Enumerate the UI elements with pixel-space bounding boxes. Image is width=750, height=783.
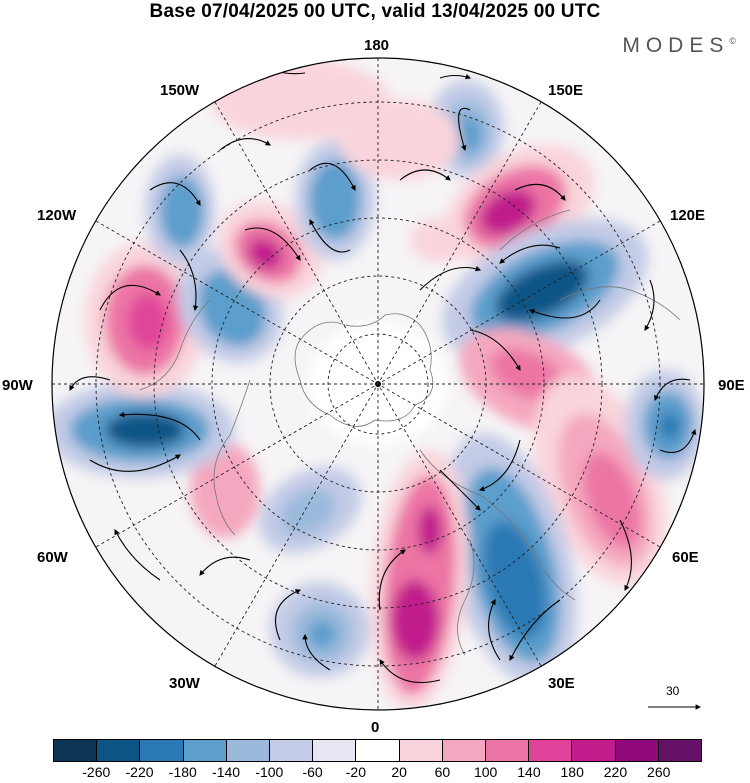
colorbar-swatch	[399, 740, 443, 761]
colorbar-tick-label: -60	[302, 764, 323, 780]
colorbar-tick-label: 260	[647, 764, 671, 780]
colorbar-tick-label: 220	[603, 764, 628, 780]
colorbar-swatch	[313, 740, 357, 761]
colorbar	[53, 739, 702, 762]
lon-label-0: 0	[371, 719, 380, 736]
meridians	[52, 58, 704, 710]
colorbar-swatch	[356, 740, 400, 761]
colorbar-tick-label: 140	[517, 764, 541, 780]
lon-label-120e: 120E	[670, 207, 706, 224]
colorbar-swatch	[183, 740, 227, 761]
lon-label-90w: 90W	[2, 377, 33, 394]
colorbar-swatch	[270, 740, 314, 761]
colorbar-tick-label: -20	[345, 764, 366, 780]
lon-label-150w: 150W	[160, 82, 200, 99]
lon-label-150e: 150E	[548, 82, 584, 99]
colorbar-swatch	[658, 740, 702, 761]
lon-label-60e: 60E	[672, 549, 699, 566]
colorbar-swatch	[442, 740, 487, 761]
lon-label-60w: 60W	[37, 549, 68, 566]
map-disk	[52, 58, 704, 710]
colorbar-swatch	[529, 740, 573, 761]
colorbar-tick-label: -220	[125, 764, 154, 780]
colorbar-tick-label: -180	[168, 764, 197, 780]
lon-label-90e: 90E	[718, 377, 745, 394]
map-boundary	[51, 57, 705, 711]
copyright-mark: ©	[729, 36, 736, 46]
coastlines	[139, 209, 681, 656]
colorbar-swatch	[486, 740, 530, 761]
modes-logo-text: MODES	[622, 34, 730, 57]
colorbar-swatch	[572, 740, 616, 761]
lon-label-30w: 30W	[169, 675, 200, 692]
colorbar-tick-label: -260	[82, 764, 111, 780]
reference-vector-label: 30	[666, 684, 680, 698]
colorbar-swatch	[54, 740, 98, 761]
colorbar-swatch	[615, 740, 659, 761]
colorbar-tick-label: 180	[560, 764, 584, 780]
map-title: Base 07/04/2025 00 UTC, valid 13/04/2025…	[149, 1, 601, 22]
colorbar-swatch	[97, 740, 141, 761]
colorbar-tick-label: 60	[434, 764, 451, 780]
anomaly-pos	[190, 442, 260, 538]
lon-label-120w: 120W	[37, 207, 77, 224]
colorbar-swatch	[140, 740, 184, 761]
colorbar-swatch	[226, 740, 271, 761]
lon-label-30e: 30E	[548, 675, 575, 692]
colorbar-tick-label: 100	[473, 764, 498, 780]
colorbar-tick-label: -140	[212, 764, 241, 780]
wind-vectors	[69, 69, 697, 684]
colorbar-tick-label: -100	[255, 764, 284, 780]
colorbar-tick-label: 20	[391, 764, 407, 780]
lon-label-180: 180	[364, 37, 390, 54]
modes-logo: MODES©	[622, 34, 736, 58]
